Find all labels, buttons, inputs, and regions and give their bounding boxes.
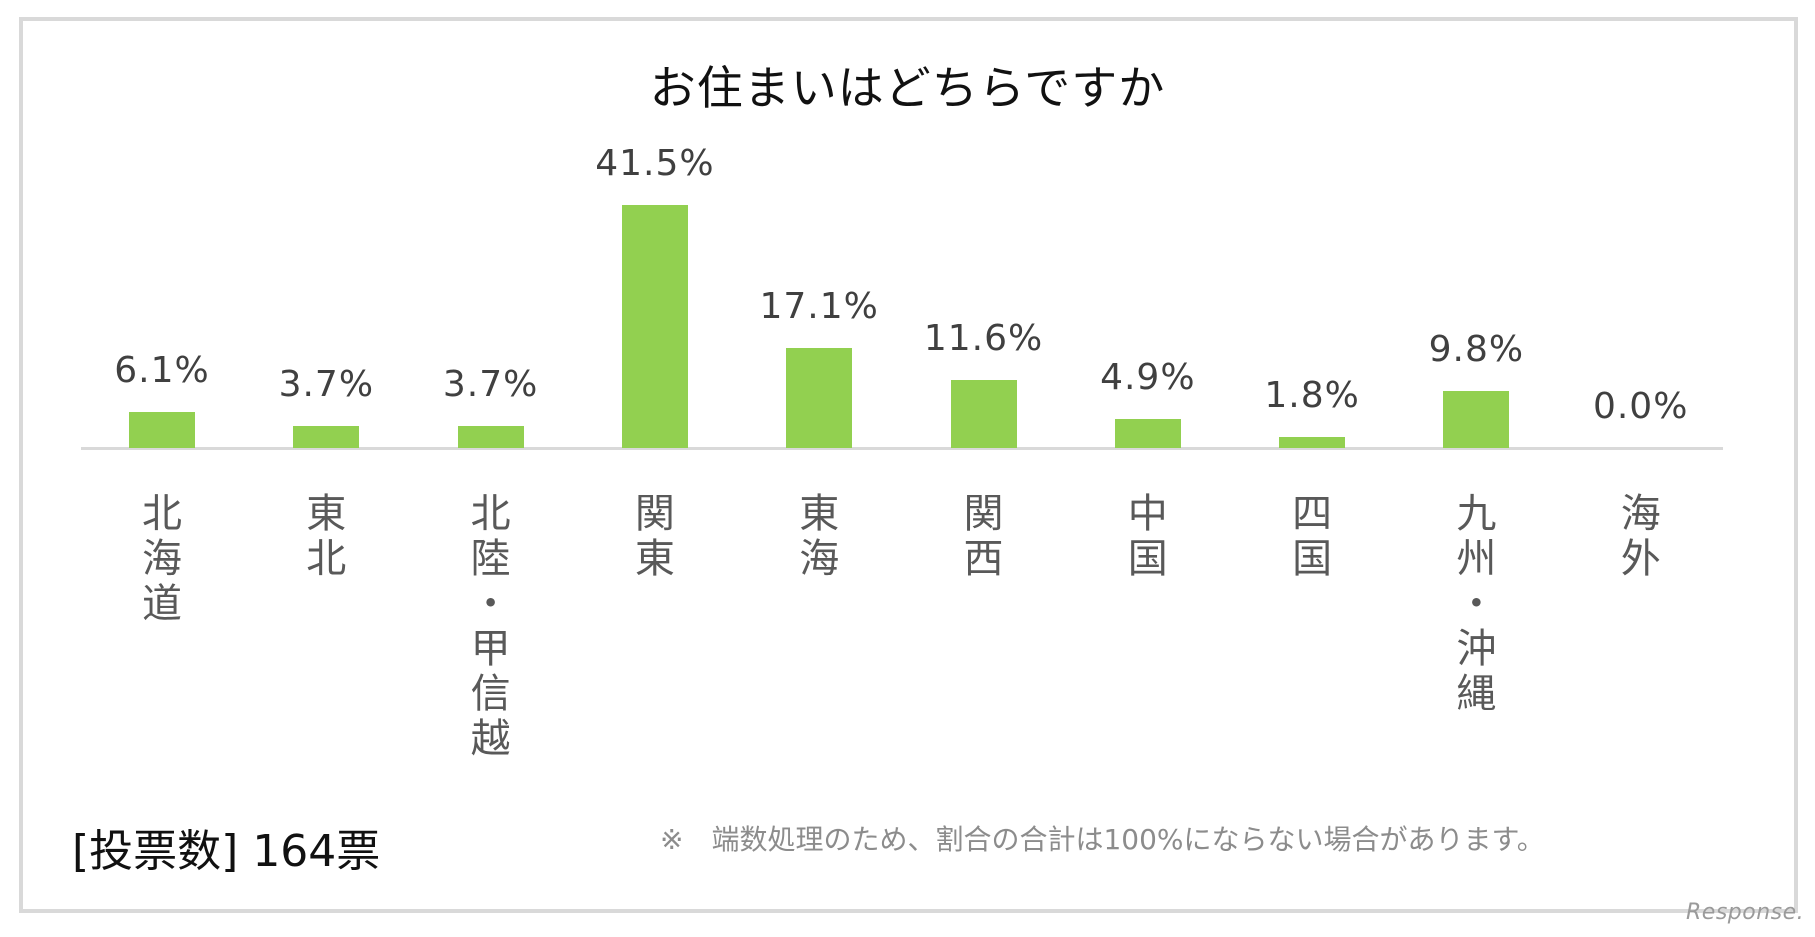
vote-count: [投票数] 164票 [72,826,381,877]
data-label: 0.0% [1592,386,1689,427]
bar [293,426,360,448]
bar [1114,419,1181,448]
data-label: 4.9% [1100,357,1196,398]
data-label: 6.1% [114,350,210,391]
category-label: 四国 [1292,491,1333,582]
data-label: 17.1% [759,286,879,327]
chart-frame [19,17,1798,913]
category-label: 関東 [634,491,675,582]
bar [786,348,853,448]
bar [950,380,1017,448]
bar [1443,391,1510,448]
data-label: 1.8% [1264,375,1360,416]
response-watermark-logo: Response. [1686,900,1805,925]
category-label: 海外 [1620,491,1661,582]
bar [1279,437,1346,448]
category-label: 北陸・甲信越 [470,491,511,762]
data-label: 3.7% [442,364,539,405]
data-label: 11.6% [923,318,1044,359]
category-label: 東海 [799,491,840,582]
data-label: 3.7% [278,364,375,405]
data-label: 9.8% [1428,329,1525,370]
bar [457,426,524,448]
x-axis-line [81,447,1723,450]
category-label: 九州・沖縄 [1456,491,1497,717]
footnote: ※ 端数処理のため、割合の合計は100%にならない場合があります。 [660,823,1545,856]
category-label: 東北 [306,491,347,582]
category-label: 北海道 [142,491,182,627]
category-label: 中国 [1127,491,1168,582]
chart-title: お住まいはどちらですか [649,61,1166,115]
bar [621,205,688,448]
category-label: 関西 [963,491,1004,582]
bar [129,412,195,448]
data-label: 41.5% [595,143,715,184]
